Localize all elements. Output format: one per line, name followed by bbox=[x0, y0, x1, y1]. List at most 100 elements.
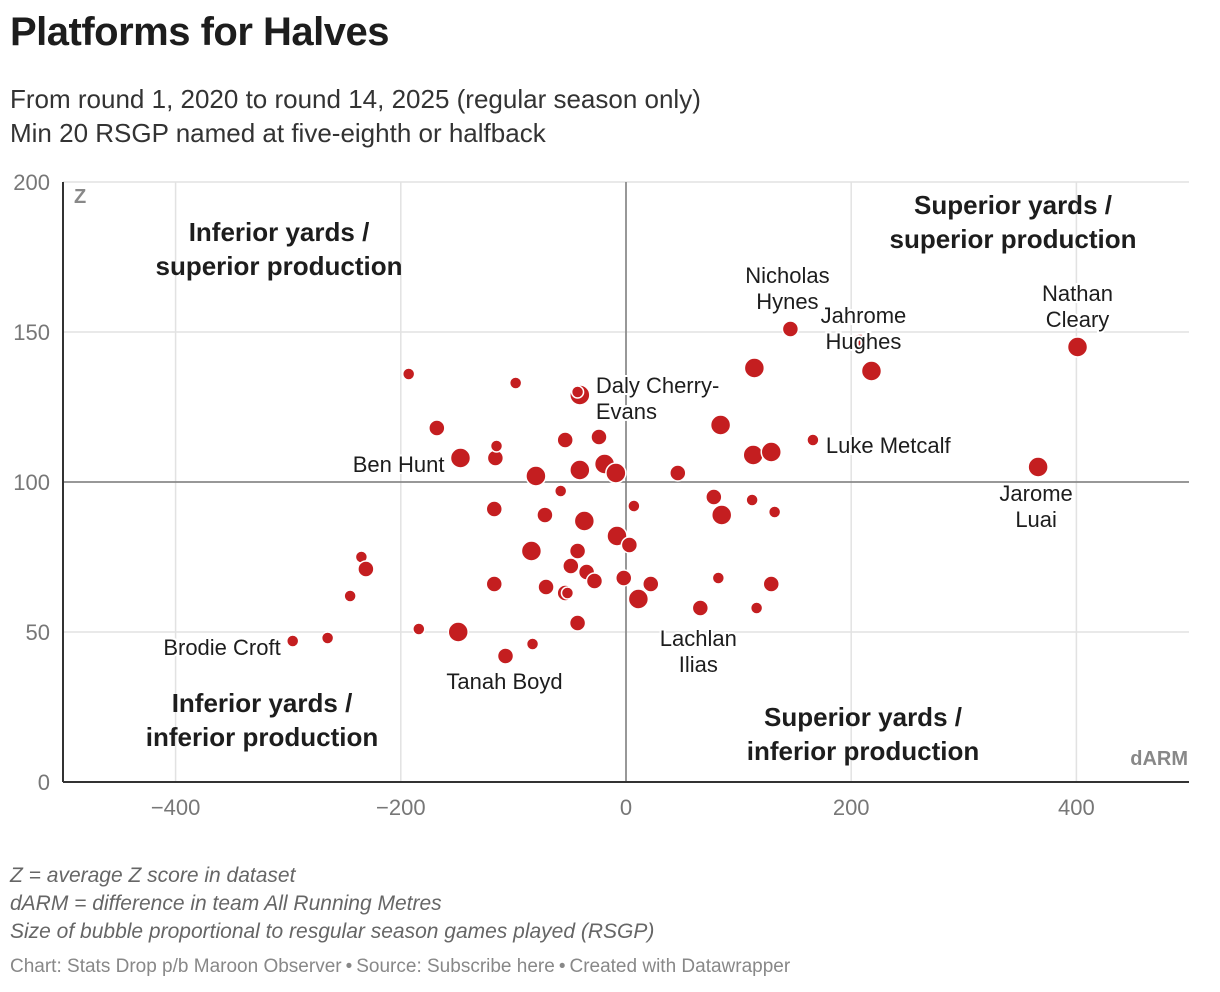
y-tick-label: 50 bbox=[26, 620, 50, 645]
data-point bbox=[620, 536, 639, 554]
data-point bbox=[590, 428, 608, 446]
credit-chart: Chart: Stats Drop p/b Maroon Observer bbox=[10, 956, 342, 977]
point-label: Luke Metcalf bbox=[826, 433, 952, 458]
data-point bbox=[401, 367, 416, 381]
point-label: Nathan bbox=[1042, 281, 1113, 306]
x-tick-label: −200 bbox=[376, 795, 426, 820]
quadrant-label-bottom-left: inferior production bbox=[146, 722, 379, 752]
quadrant-label-bottom-right: Superior yards / bbox=[764, 702, 962, 732]
data-point bbox=[745, 493, 759, 507]
credit-separator: • bbox=[345, 956, 353, 977]
point-label: Jahrome bbox=[821, 303, 907, 328]
data-point bbox=[562, 557, 580, 575]
data-point bbox=[705, 488, 723, 506]
data-point bbox=[605, 462, 627, 484]
data-point bbox=[485, 500, 504, 518]
data-point bbox=[343, 589, 357, 603]
data-point bbox=[525, 637, 540, 651]
x-tick-label: 400 bbox=[1058, 795, 1095, 820]
data-point bbox=[585, 572, 604, 590]
data-point bbox=[760, 441, 783, 463]
data-point bbox=[709, 414, 732, 436]
credit-datawrapper[interactable]: Created with Datawrapper bbox=[569, 956, 791, 977]
point-label: Ben Hunt bbox=[353, 452, 445, 477]
data-point bbox=[570, 385, 585, 399]
data-point bbox=[743, 357, 766, 379]
note-darm-definition: dARM = difference in team All Running Me… bbox=[10, 892, 442, 915]
credit-separator: • bbox=[558, 956, 566, 977]
x-tick-label: 200 bbox=[833, 795, 870, 820]
point-label: Lachlan bbox=[660, 626, 737, 651]
x-tick-label: −400 bbox=[151, 795, 201, 820]
data-point bbox=[508, 376, 523, 390]
chart-title: Platforms for Halves bbox=[10, 10, 390, 54]
data-point bbox=[614, 569, 633, 587]
quadrant-label-bottom-left: Inferior yards / bbox=[172, 688, 353, 718]
data-point bbox=[320, 631, 335, 645]
y-tick-label: 0 bbox=[38, 770, 50, 795]
data-point bbox=[642, 575, 660, 593]
data-point bbox=[556, 431, 574, 449]
point-label: Nicholas bbox=[745, 263, 829, 288]
point-label: Hughes bbox=[826, 329, 902, 354]
data-point bbox=[742, 444, 764, 466]
data-point bbox=[767, 505, 782, 519]
data-point bbox=[691, 599, 710, 617]
point-label: Brodie Croft bbox=[163, 635, 280, 660]
y-tick-label: 150 bbox=[13, 320, 50, 345]
point-label: Tanah Boyd bbox=[446, 669, 562, 694]
y-tick-label: 200 bbox=[13, 170, 50, 195]
data-point bbox=[568, 542, 587, 560]
data-point bbox=[669, 464, 687, 482]
quadrant-label-top-right: Superior yards / bbox=[914, 190, 1112, 220]
data-point bbox=[1027, 456, 1049, 478]
data-point bbox=[573, 510, 596, 532]
quadrant-label-top-left: Inferior yards / bbox=[189, 217, 370, 247]
data-point bbox=[285, 634, 300, 648]
x-tick-label: 0 bbox=[620, 795, 632, 820]
data-point bbox=[428, 419, 446, 437]
quadrant-label-top-right: superior production bbox=[890, 224, 1137, 254]
data-point bbox=[569, 459, 591, 481]
data-point bbox=[806, 433, 820, 447]
point-label: Evans bbox=[596, 399, 657, 424]
data-point bbox=[536, 506, 554, 524]
chart-credit: Chart: Stats Drop p/b Maroon Observer • So… bbox=[10, 956, 790, 978]
point-label: Daly Cherry- bbox=[596, 373, 719, 398]
subtitle-line-1: From round 1, 2020 to round 14, 2025 (re… bbox=[10, 84, 701, 114]
subtitle-line-2: Min 20 RSGP named at five-eighth or half… bbox=[10, 118, 546, 148]
point-label: Jarome bbox=[999, 481, 1072, 506]
credit-source-link[interactable]: Source: Subscribe here bbox=[356, 956, 555, 977]
data-point bbox=[568, 614, 587, 632]
data-point bbox=[849, 333, 871, 355]
data-point bbox=[447, 621, 469, 643]
data-point bbox=[553, 484, 568, 498]
data-point bbox=[412, 622, 426, 636]
data-point bbox=[525, 465, 547, 487]
point-label: Luai bbox=[1015, 507, 1057, 532]
data-point bbox=[537, 578, 555, 596]
data-point bbox=[357, 560, 375, 578]
point-label: Ilias bbox=[679, 652, 718, 677]
point-label: Hynes bbox=[756, 289, 818, 314]
quadrant-label-bottom-right: inferior production bbox=[747, 736, 980, 766]
data-point bbox=[627, 588, 650, 610]
data-point bbox=[496, 647, 515, 665]
data-point bbox=[710, 504, 733, 526]
data-point bbox=[560, 586, 575, 600]
data-point bbox=[627, 499, 641, 513]
note-bubble-size: Size of bubble proportional to resgular … bbox=[10, 920, 655, 943]
quadrant-label-top-left: superior production bbox=[156, 251, 403, 281]
data-point bbox=[762, 575, 781, 593]
note-z-definition: Z = average Z score in dataset bbox=[10, 864, 296, 887]
data-point bbox=[520, 540, 543, 562]
data-point bbox=[711, 571, 726, 585]
point-label: Cleary bbox=[1046, 307, 1110, 332]
data-point bbox=[781, 320, 800, 338]
chart-notes: Z = average Z score in dataset dARM = di… bbox=[10, 862, 654, 946]
chart-subtitle: From round 1, 2020 to round 14, 2025 (re… bbox=[10, 82, 701, 150]
data-point bbox=[489, 439, 504, 453]
data-point bbox=[485, 575, 504, 593]
data-point bbox=[860, 360, 883, 382]
